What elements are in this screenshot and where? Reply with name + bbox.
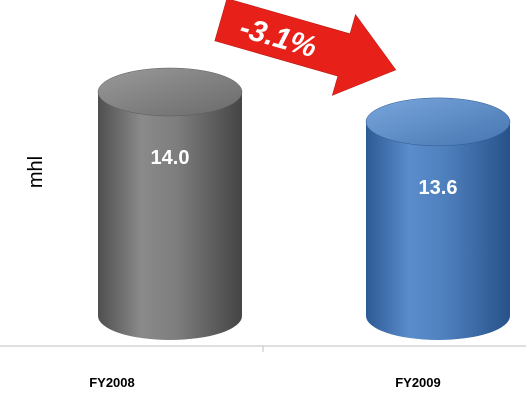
bar-fy2008-top — [97, 67, 243, 117]
bar-fy2009-value-label: 13.6 — [419, 177, 458, 199]
bar-fy2008: 14.0 — [97, 67, 243, 340]
bar-fy2008-body — [98, 92, 242, 340]
category-label-fy2009: FY2009 — [395, 375, 441, 390]
change-arrow-shape — [214, 0, 397, 96]
bar-fy2009-top — [365, 97, 511, 147]
bar-fy2009-body — [366, 121, 510, 340]
category-label-fy2008: FY2008 — [89, 375, 135, 390]
y-axis-title: mhl — [25, 156, 47, 188]
bar-fy2008-value-label: 14.0 — [151, 147, 190, 169]
bar-fy2009: 13.6 — [365, 97, 511, 340]
